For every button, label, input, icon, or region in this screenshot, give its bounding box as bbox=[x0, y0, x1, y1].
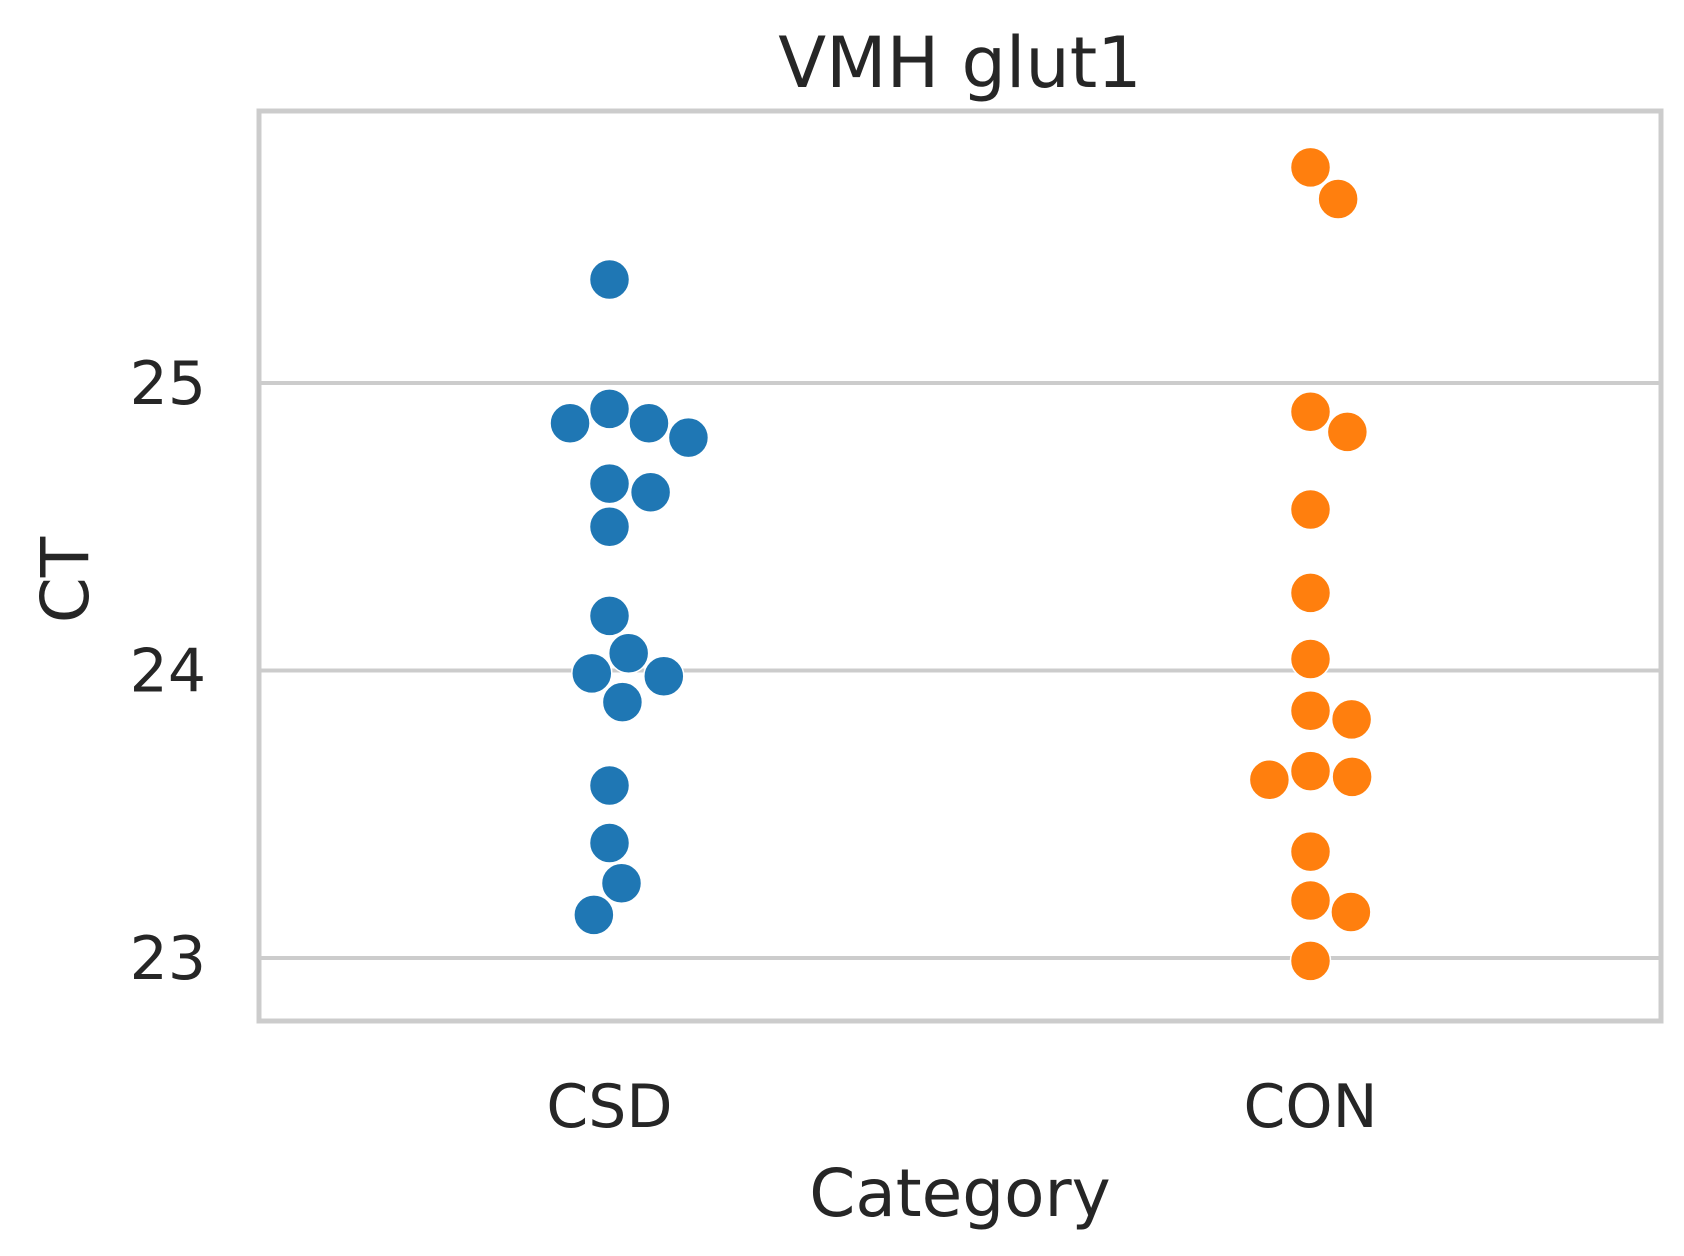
data-point-con bbox=[1289, 638, 1332, 680]
data-point-con bbox=[1326, 411, 1369, 453]
data-point-csd bbox=[588, 462, 631, 505]
data-point-csd bbox=[607, 632, 650, 674]
data-point-csd bbox=[573, 894, 615, 936]
x-axis-label: Category bbox=[809, 1155, 1110, 1232]
data-point-con bbox=[1289, 488, 1332, 531]
data-point-csd bbox=[588, 506, 631, 548]
data-point-csd bbox=[588, 388, 631, 430]
data-point-csd bbox=[588, 258, 631, 301]
data-point-con bbox=[1289, 750, 1332, 792]
data-point-csd bbox=[588, 595, 631, 637]
data-point-csd bbox=[571, 652, 613, 695]
data-point-csd bbox=[588, 764, 631, 807]
y-axis-label: CT bbox=[27, 536, 104, 623]
data-points bbox=[549, 146, 1373, 982]
x-tick-label-csd: CSD bbox=[546, 1072, 672, 1142]
plot-frame bbox=[256, 108, 1664, 1024]
data-point-con bbox=[1289, 940, 1332, 982]
x-tick-label-con: CON bbox=[1243, 1072, 1377, 1142]
data-point-con bbox=[1289, 146, 1332, 189]
y-tick-labels: 23 24 25 bbox=[130, 349, 206, 994]
y-tick-label-25: 25 bbox=[130, 349, 206, 419]
data-point-con bbox=[1317, 178, 1359, 220]
data-point-csd bbox=[549, 402, 591, 444]
data-point-con bbox=[1289, 391, 1332, 433]
data-point-csd bbox=[667, 416, 710, 459]
data-point-csd bbox=[600, 862, 643, 904]
y-tick-label-23: 23 bbox=[130, 924, 206, 994]
data-point-con bbox=[1330, 891, 1372, 933]
data-point-con bbox=[1330, 698, 1373, 741]
data-point-con bbox=[1331, 756, 1373, 798]
data-point-con bbox=[1289, 830, 1332, 873]
y-tick-label-24: 24 bbox=[130, 637, 206, 707]
grid-lines bbox=[259, 381, 1661, 960]
data-point-csd bbox=[588, 822, 631, 864]
data-point-con bbox=[1289, 572, 1332, 614]
x-tick-labels: CSD CON bbox=[546, 1072, 1377, 1142]
data-point-csd bbox=[629, 471, 672, 513]
data-point-csd bbox=[628, 402, 670, 444]
data-point-csd bbox=[643, 655, 685, 697]
data-point-con bbox=[1289, 690, 1332, 732]
data-point-csd bbox=[601, 681, 644, 723]
data-point-con bbox=[1248, 759, 1291, 801]
data-point-con bbox=[1289, 879, 1332, 922]
chart-title: VMH glut1 bbox=[778, 22, 1141, 104]
